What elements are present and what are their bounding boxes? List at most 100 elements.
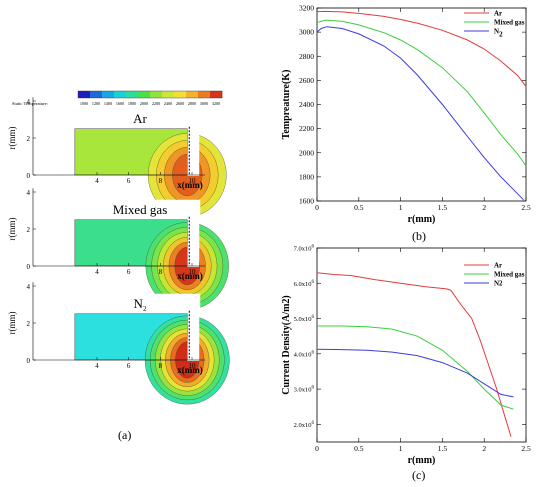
mask [73,108,201,129]
y-tick-label: 2800 [299,52,314,61]
contour-subplot: N2N202446810r(mm)x(mm) [7,282,230,405]
legend-label: N2 [494,28,503,39]
y-axis-label: Current Density(A/m2) [281,295,292,395]
colorbar-label: Static Temperature: [12,101,48,106]
y-tick-label: 2 [27,320,31,328]
colorbar-cell [90,91,103,98]
legend-label: Ar [494,262,502,270]
series-line [316,348,514,398]
caption-c: (c) [412,468,426,482]
y-tick-label: 1600 [299,197,314,206]
subplot-title: Mixed gas [113,202,168,217]
y-tick-label: 6.0x106 [294,280,315,288]
y-tick-label: 4.0x106 [294,350,315,358]
mask [187,211,200,267]
series-line [316,19,527,167]
y-tick-label: 2000 [299,148,314,157]
legend-label: Mixed gas [494,19,525,27]
x-tick-label: 4 [95,362,99,370]
x-tick-label: 2 [482,203,486,212]
mask [187,305,200,361]
x-tick-label: 1.5 [438,203,448,212]
y-tick-label: 3200 [299,4,314,13]
colorbar-tick: 2400 [164,101,172,106]
y-axis-label: r(mm) [7,218,17,241]
y-tick-label: 1800 [299,172,314,181]
x-tick-label: 8 [159,177,163,185]
y-tick-label: 7.0x106 [294,245,315,253]
x-tick-label: 10 [189,268,197,276]
y-tick-label: 2.0x106 [294,421,315,429]
series-line [316,26,524,201]
y-tick-label: 2600 [299,76,314,85]
y-tick-label: 0 [27,172,31,180]
x-tick-label: 10 [189,362,197,370]
colorbar-cell [126,91,139,98]
mask [187,120,200,176]
y-tick-label: 0 [27,263,31,271]
x-tick-label: 1 [399,203,403,212]
y-tick-label: 0 [27,357,31,365]
colorbar-tick: 2600 [176,101,184,106]
x-tick-label: 4 [95,268,99,276]
x-tick-label: 8 [159,362,163,370]
x-axis-label: x(mm) [177,365,203,375]
colorbar-cell [102,91,115,98]
colorbar-cell [210,91,223,98]
colorbar-tick: 2800 [188,101,196,106]
y-tick-label: 2400 [299,100,314,109]
x-axis-label: r(mm) [408,455,436,466]
x-tick-label: 6 [127,362,131,370]
x-axis-label: x(mm) [177,271,203,281]
x-tick-label: 0 [315,444,319,453]
colorbar-cell [150,91,163,98]
x-tick-label: 0 [315,203,319,212]
colorbar-cell [174,91,187,98]
colorbar-tick: 2200 [152,101,160,106]
colorbar-tick: 2000 [140,101,148,106]
plot-frame [316,7,527,202]
legend-label: Ar [494,10,502,18]
colorbar-tick: 1800 [128,101,136,106]
y-tick-label: 3000 [299,28,314,37]
y-tick-label: 2 [27,226,31,234]
colorbar-cell [186,91,199,98]
y-tick-label: 4 [27,283,31,291]
mask [73,199,201,220]
x-tick-label: 4 [95,177,99,185]
x-tick-label: 2.5 [521,444,531,453]
colorbar-cell [138,91,151,98]
x-tick-label: 1 [399,444,403,453]
colorbar-cell [162,91,175,98]
colorbar-tick: 3200 [212,101,220,106]
subplot-title: Ar [133,111,147,126]
x-axis-label: r(mm) [408,214,436,225]
y-axis-label: Tempreature(K) [281,70,292,140]
colorbar-tick: 3000 [200,101,208,106]
panel-a: Static Temperature: 1000 1200 1400 1600 1800 2… [7,90,230,405]
x-tick-label: 8 [159,268,163,276]
series-line [316,10,527,87]
caption-a: (a) [118,428,132,442]
x-tick-label: 2 [482,444,486,453]
colorbar-cell [198,91,211,98]
line-chart: 0 0.5 1 1.5 2 2.5 2.0x106 3.0x106 4.0x106 5.0x106… [281,245,531,467]
x-tick-label: 6 [127,268,131,276]
x-tick-label: 6 [127,177,131,185]
colorbar-cell [114,91,127,98]
colorbar-tick: 1200 [92,101,100,106]
y-tick-label: 5.0x106 [294,315,315,323]
y-tick-label: 4 [27,189,31,197]
x-tick-label: 2.5 [521,203,531,212]
y-tick-label: 3.0x106 [294,386,315,394]
y-tick-label: 4 [27,98,31,106]
caption-b: (b) [412,229,426,243]
colorbar-tick: 1600 [116,101,124,106]
legend-label: Mixed gas [494,271,525,279]
plot-frame [316,247,527,443]
contour-subplot: ArAr02446810r(mm)x(mm) [7,97,227,217]
